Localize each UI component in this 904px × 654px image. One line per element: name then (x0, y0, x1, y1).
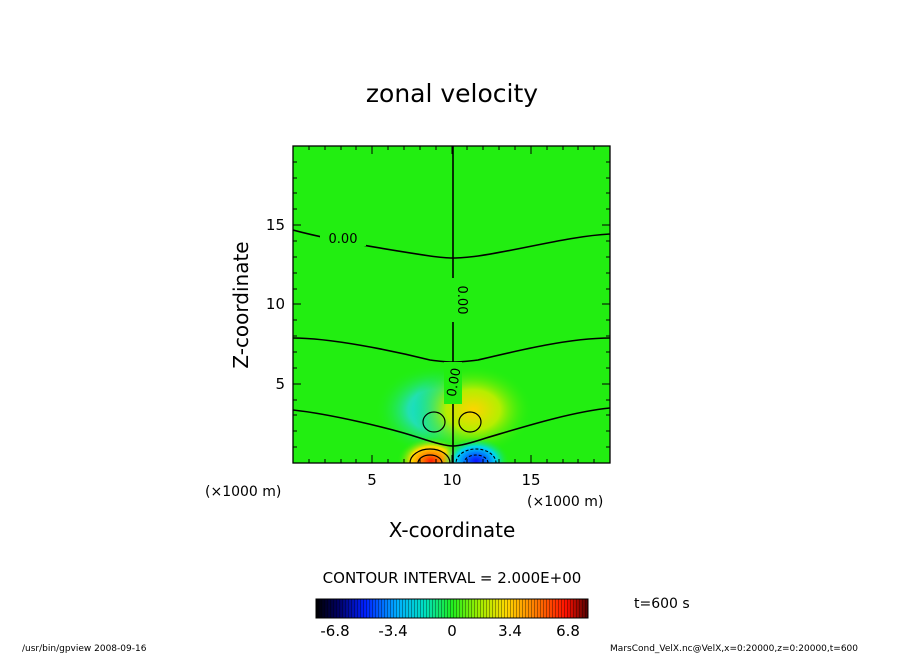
contour-negative-upper (422, 411, 446, 433)
colorbar-tick-4: 3.4 (498, 622, 522, 640)
colorbar-tick-2: -3.4 (378, 622, 407, 640)
x-unit-label: (×1000 m) (527, 494, 603, 510)
chart-title: zonal velocity (366, 79, 538, 108)
contour-interval-text: CONTOUR INTERVAL = 2.000E+00 (323, 569, 582, 587)
contour-label-3: 0.00 (445, 367, 465, 398)
y-tick-label-5: 5 (275, 375, 285, 393)
y-unit-label: (×1000 m) (205, 484, 281, 500)
x-axis-title: X-coordinate (389, 518, 516, 542)
contour-label-2: 0.00 (454, 286, 469, 315)
contour-positive-lower-inner (417, 454, 443, 463)
axis-ticks (293, 146, 610, 463)
time-label: t=600 s (634, 596, 690, 612)
colorbar-tick-1: -6.8 (320, 622, 349, 640)
contour-label-bg-2 (444, 278, 462, 322)
y-tick-label-10: 10 (266, 295, 285, 313)
colorbar-frame (315, 598, 589, 619)
y-axis-title: Z-coordinate (229, 241, 253, 368)
contour-positive-lower (409, 448, 451, 463)
colorbar (315, 598, 589, 619)
footer-left: /usr/bin/gpview 2008-09-16 (22, 644, 147, 654)
contour-negative-lower-inner (463, 454, 489, 463)
colorbar-stripes (316, 599, 588, 618)
colorbar-tick-3: 0 (447, 622, 457, 640)
contour-positive-upper (458, 411, 482, 433)
colorbar-tick-5: 6.8 (556, 622, 580, 640)
x-tick-label-5: 5 (367, 471, 377, 489)
plot-area (293, 146, 610, 463)
footer-right: MarsCond_VelX.nc@VelX,x=0:20000,z=0:2000… (610, 644, 858, 654)
y-tick-label-15: 15 (266, 216, 285, 234)
contour-label-1: 0.00 (329, 232, 358, 247)
negative-anomaly-lower (442, 437, 510, 463)
contour-negative-lower (455, 448, 497, 463)
x-tick-label-10: 10 (442, 471, 461, 489)
x-tick-label-15: 15 (521, 471, 540, 489)
contour-label-bg-3 (444, 362, 462, 404)
contour-label-bg-1 (320, 229, 366, 246)
